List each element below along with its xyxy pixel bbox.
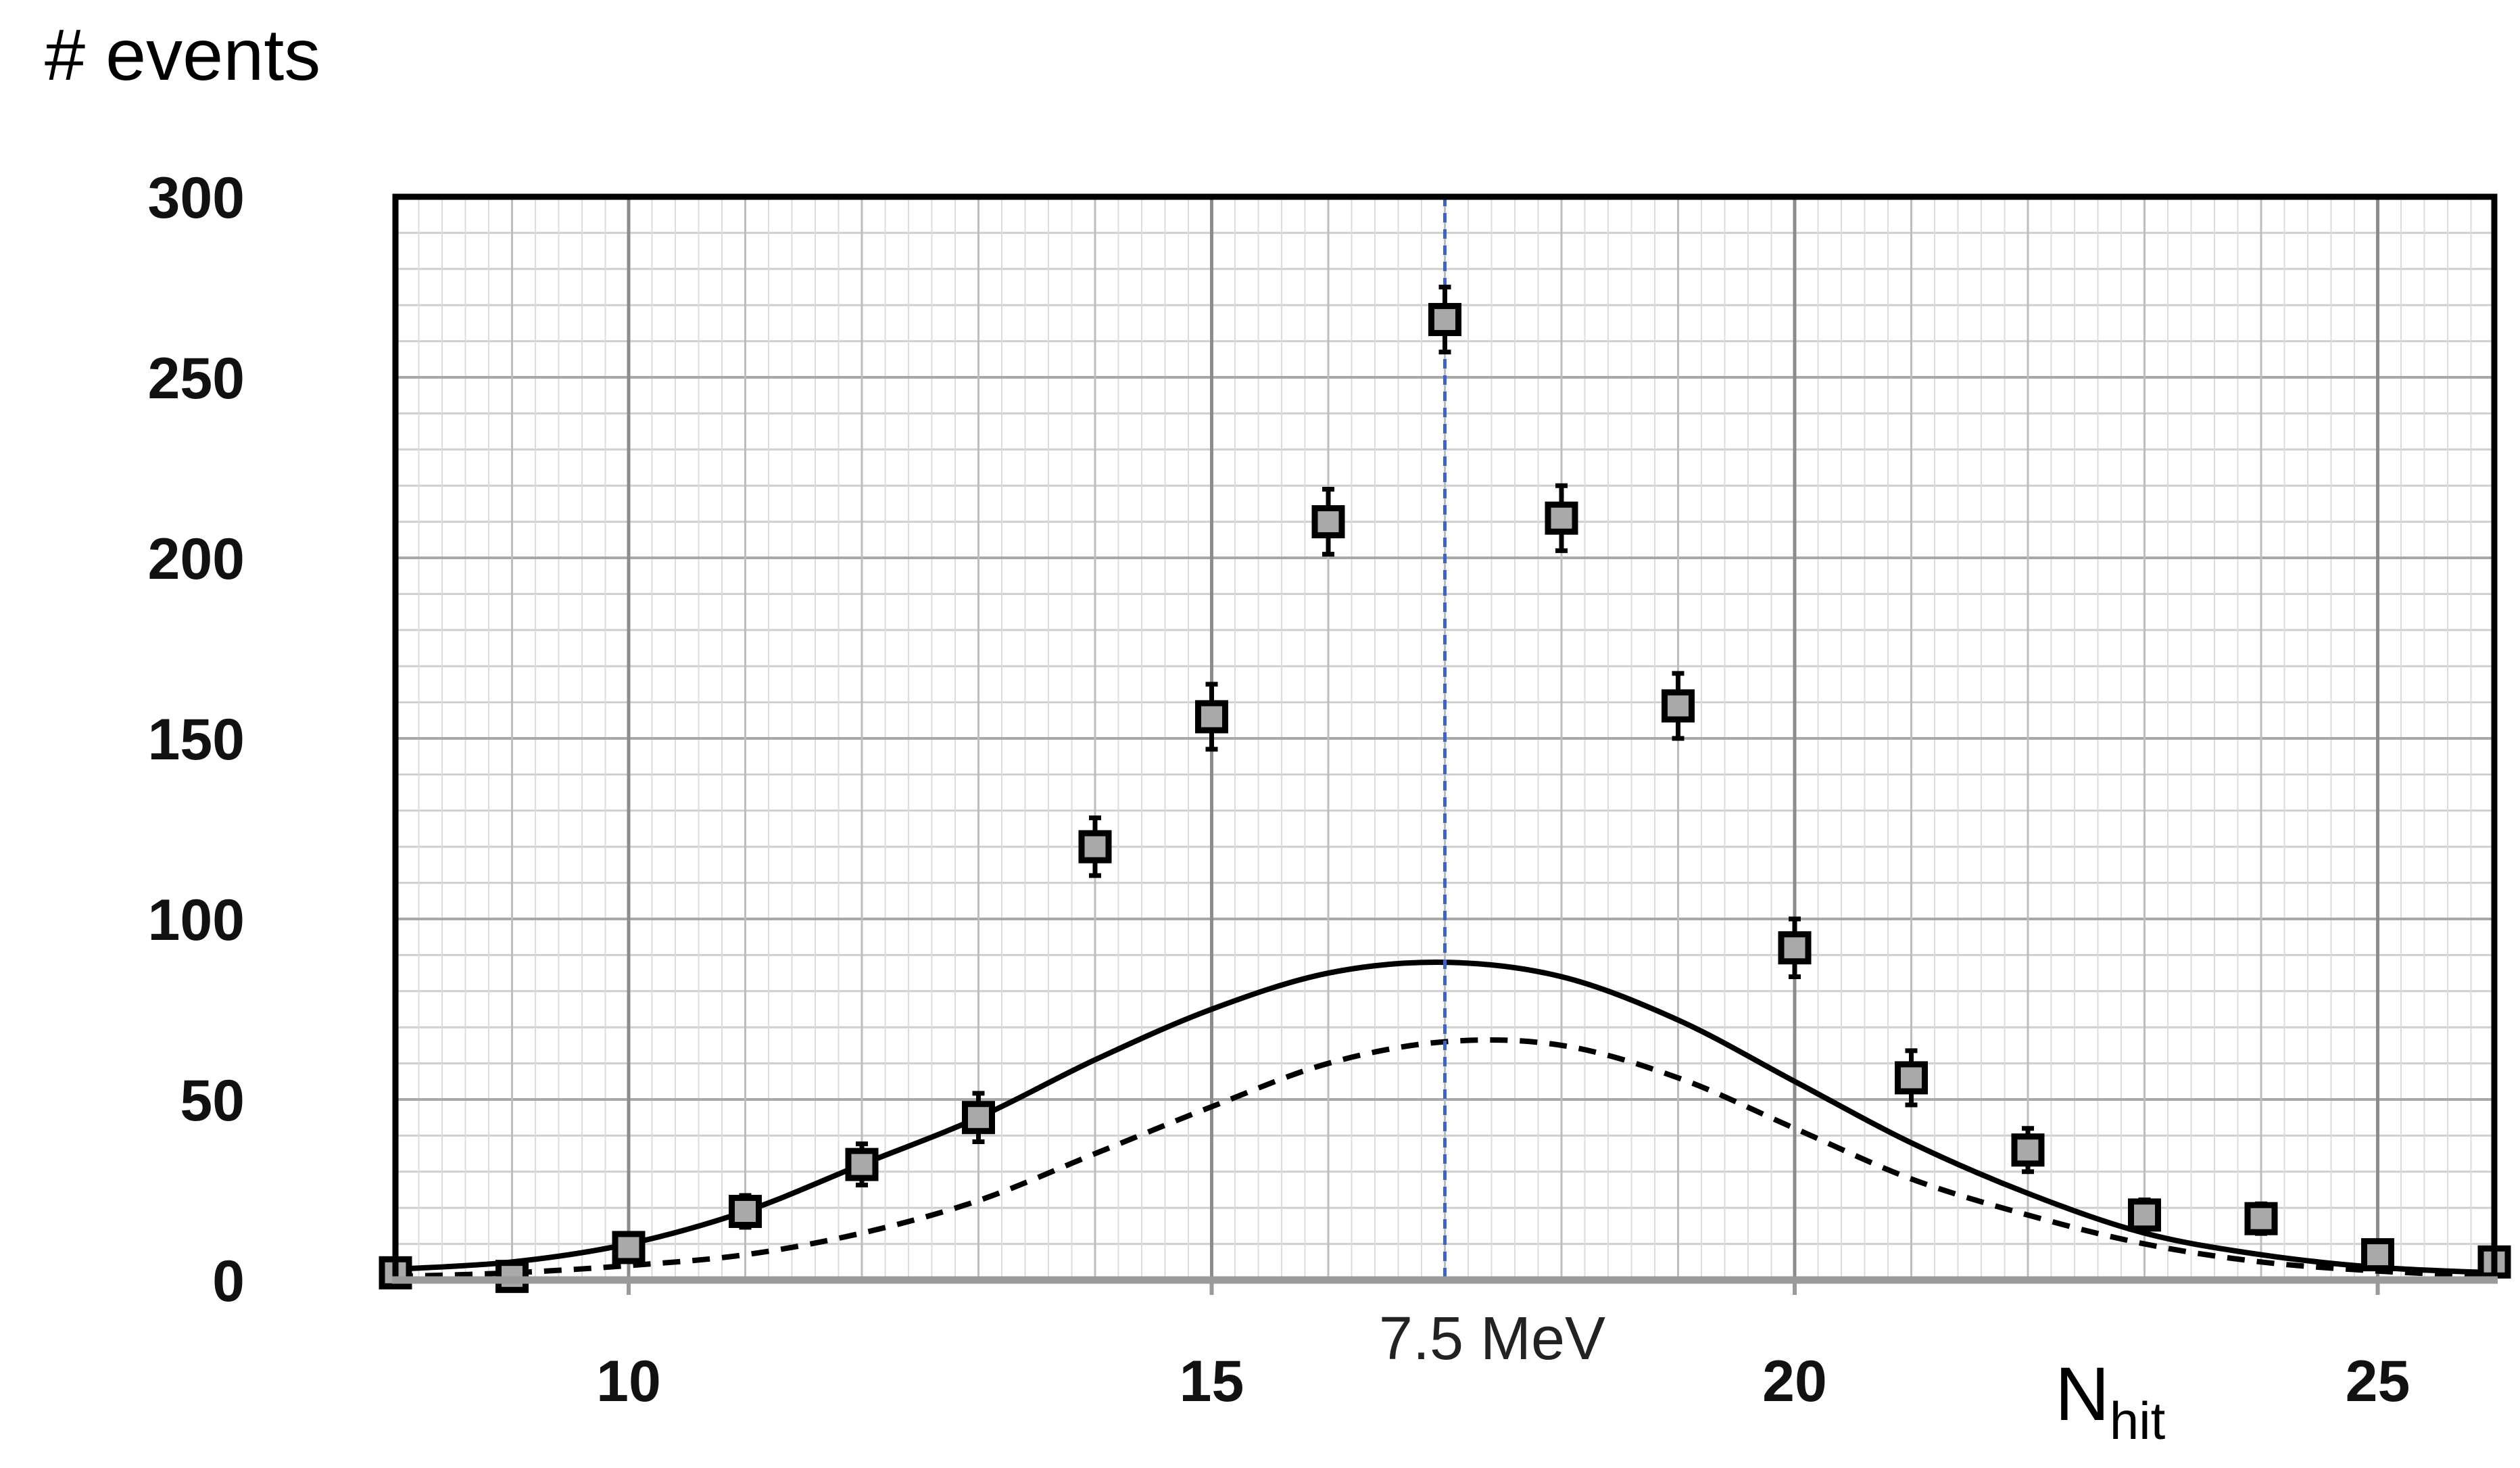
data-point	[2244, 1201, 2278, 1236]
data-point	[1778, 916, 1812, 979]
x-tick-label: 10	[596, 1349, 661, 1414]
data-point-marker	[2128, 1198, 2161, 1232]
data-point-marker	[1311, 505, 1345, 539]
y-tick-label: 50	[180, 1068, 245, 1133]
data-point-marker	[2011, 1133, 2045, 1167]
data-point-marker	[845, 1147, 879, 1181]
data-point-marker	[962, 1101, 995, 1135]
data-point-marker	[1895, 1061, 1928, 1095]
y-axis-title: # events	[45, 14, 320, 95]
data-point-marker	[1195, 700, 1228, 734]
data-point-marker	[2244, 1202, 2278, 1235]
x-tick-label: 25	[2346, 1349, 2410, 1414]
data-point	[845, 1141, 879, 1188]
data-point	[612, 1231, 646, 1264]
data-point	[2361, 1238, 2394, 1272]
data-point	[1078, 815, 1112, 878]
data-point	[1545, 483, 1578, 553]
data-point-marker	[612, 1231, 646, 1264]
data-point	[1895, 1048, 1928, 1108]
y-tick-label: 250	[148, 346, 245, 411]
x-axis-title-main: N	[2055, 1352, 2110, 1436]
data-point	[1428, 285, 1461, 355]
data-point-marker	[1545, 501, 1578, 535]
y-tick-label: 300	[148, 166, 245, 231]
y-tick-labels: 0 50 100 150 200 250 300	[148, 166, 245, 1314]
x-axis-title: Nhit	[2055, 1352, 2166, 1450]
data-point-marker	[1428, 303, 1461, 337]
y-tick-label: 150	[148, 707, 245, 772]
data-point	[1311, 487, 1345, 557]
x-axis-title-subscript: hit	[2110, 1391, 2166, 1450]
plot-frame	[392, 193, 2498, 1295]
x-tick-label: 15	[1180, 1349, 1244, 1414]
data-point-marker	[1662, 689, 1695, 723]
y-tick-label: 0	[212, 1249, 245, 1314]
data-point	[1662, 671, 1695, 741]
data-point-marker	[1778, 931, 1812, 965]
x-tick-labels: 10 15 20 25	[596, 1349, 2410, 1414]
y-tick-label: 200	[148, 527, 245, 592]
y-tick-label: 100	[148, 888, 245, 953]
data-point-marker	[2361, 1238, 2394, 1272]
data-point	[729, 1193, 762, 1230]
x-tick-label: 20	[1762, 1349, 1827, 1414]
data-point	[2011, 1126, 2045, 1175]
data-point	[962, 1091, 995, 1144]
data-point-marker	[1078, 830, 1112, 863]
data-point	[1195, 682, 1228, 752]
data-point	[2128, 1197, 2161, 1233]
data-point-marker	[729, 1195, 762, 1229]
energy-annotation: 7.5 MeV	[1379, 1305, 1605, 1373]
